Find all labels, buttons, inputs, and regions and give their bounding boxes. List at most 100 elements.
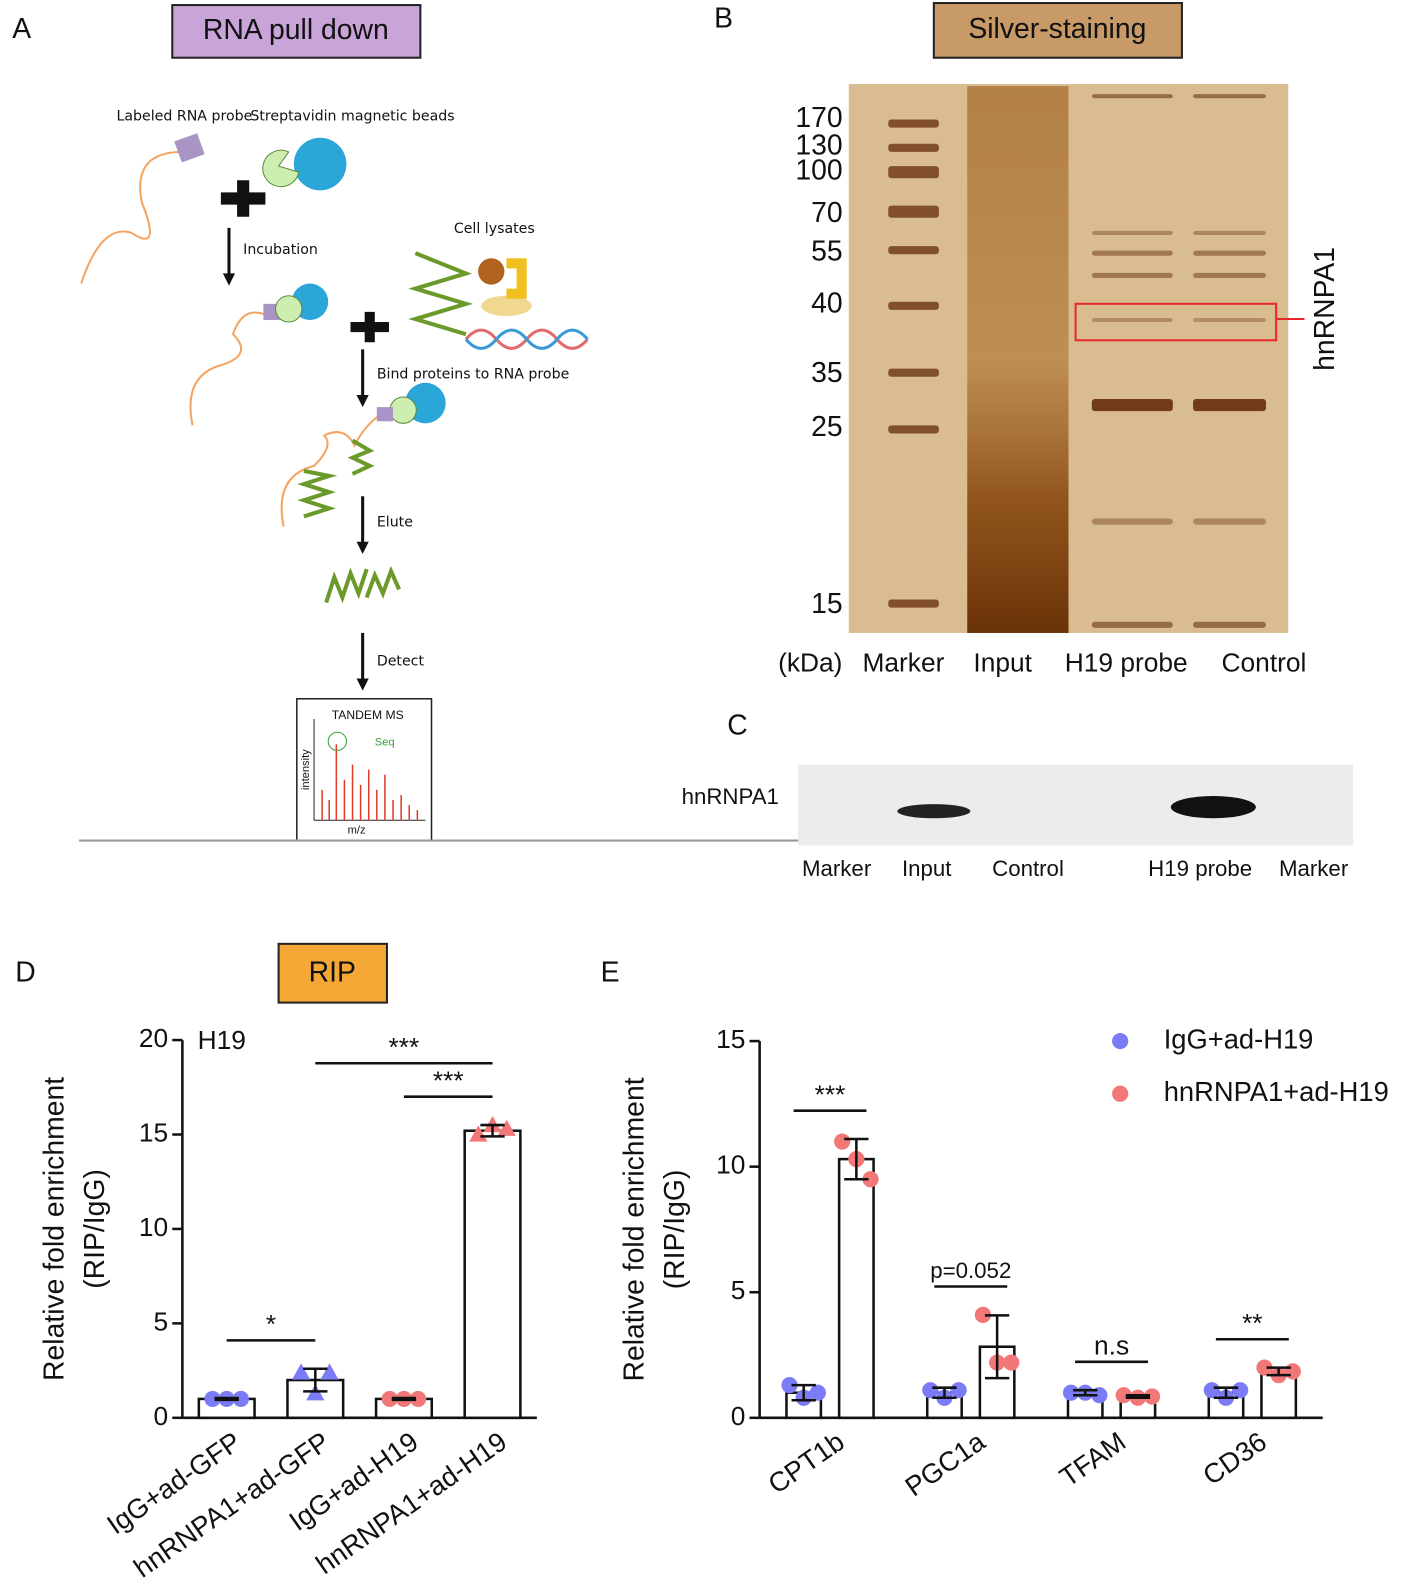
marker-kda: 100 [795, 155, 842, 187]
legend-marker [1112, 1032, 1129, 1050]
lane-label: Input [902, 856, 952, 881]
y-tick-label: 15 [716, 1024, 745, 1054]
lane-band [1193, 621, 1266, 628]
data-point [1232, 1382, 1249, 1399]
data-point [1284, 1363, 1301, 1380]
streptavidin [275, 295, 303, 323]
marker-kda: 70 [811, 197, 843, 229]
ms-seq: Seq [375, 736, 395, 748]
protein [478, 258, 505, 285]
step-label: Cell lysates [454, 221, 535, 237]
marker-band [888, 143, 939, 152]
panel-letter: B [714, 3, 733, 35]
highlight-box [1074, 302, 1278, 342]
error-bar [791, 1383, 816, 1402]
protein-label: hnRNPA1 [682, 784, 779, 809]
lane-label: H19 probe [1065, 647, 1188, 677]
panel-c: C hnRNPA1 Marker Input Control H19 probe… [682, 710, 1354, 881]
protein-helix [347, 438, 375, 476]
data-point [1256, 1359, 1273, 1376]
legend-label: IgG+ad-H19 [1164, 1023, 1314, 1054]
y-axis-label: Relative fold enrichment [38, 1077, 70, 1381]
data-point [1203, 1382, 1220, 1399]
lane-label: Marker [1279, 856, 1349, 881]
chart-subtitle: H19 [198, 1025, 246, 1055]
lane-band [1193, 317, 1266, 323]
error-bar [1213, 1386, 1239, 1399]
lane-band [1193, 518, 1266, 525]
data-point [232, 1390, 249, 1408]
marker-band [888, 119, 939, 128]
significance-label: *** [389, 1032, 420, 1062]
ms-peaks [321, 744, 419, 821]
title-box [171, 4, 422, 59]
title-box [277, 942, 388, 1004]
error-bar [932, 1386, 957, 1399]
error-bar [984, 1314, 1010, 1380]
label-square [174, 133, 205, 163]
data-point [1143, 1388, 1161, 1405]
plus [220, 180, 266, 217]
panel-a: A RNA pull down [12, 4, 849, 842]
band-label: hnRNPA1 [1309, 247, 1341, 371]
lane-label: Marker [862, 647, 944, 677]
label-square [376, 407, 394, 422]
marker-kda: 25 [811, 411, 843, 443]
y-axis-label: (RIP/IgG) [659, 1170, 691, 1290]
step-label: Detect [377, 653, 425, 669]
rna-probe [189, 311, 269, 426]
lane-band [1193, 230, 1266, 235]
significance-label: * [266, 1309, 276, 1339]
blot-band [897, 804, 971, 819]
data-point [497, 1119, 516, 1136]
ms-circle [327, 731, 347, 751]
data-point [834, 1133, 851, 1150]
panel-letter: A [12, 13, 31, 45]
y-tick-label: 0 [731, 1401, 746, 1431]
protein [481, 295, 532, 316]
error-bar [844, 1137, 869, 1181]
protein-helix [297, 468, 338, 519]
title-box [932, 2, 1183, 59]
data-point [974, 1306, 992, 1323]
data-point [409, 1390, 427, 1408]
lane-label: H19 probe [1148, 856, 1252, 881]
blot [798, 764, 1354, 846]
step-label: Elute [377, 515, 413, 531]
lane-label: Control [1222, 647, 1307, 677]
lane-band [1091, 230, 1173, 235]
step-label: Labeled RNA probe [116, 108, 252, 124]
marker-band [888, 368, 939, 377]
protein-helix [324, 567, 369, 604]
x-tick-label: TFAM [1054, 1426, 1131, 1493]
significance-label: n.s [1094, 1331, 1129, 1361]
data-point [320, 1363, 339, 1380]
marker-kda: 130 [795, 129, 842, 161]
ms-ylabel: intensity [300, 749, 312, 790]
y-tick-label: 10 [716, 1150, 745, 1180]
step-label: Incubation [243, 242, 318, 258]
marker-band [888, 599, 939, 608]
plus [350, 311, 389, 343]
lane-band [1193, 399, 1266, 412]
lane-label: Input [973, 647, 1032, 677]
marker-band [888, 301, 939, 310]
lane-band [1091, 94, 1173, 99]
data-point [862, 1171, 879, 1188]
panel-letter: C [727, 710, 747, 742]
data-point [1062, 1384, 1080, 1401]
marker-band [888, 205, 939, 218]
unit-label: (kDa) [778, 647, 842, 677]
protein-helix [364, 565, 401, 599]
data-point [809, 1384, 826, 1401]
lane-band [1091, 272, 1173, 278]
significance-label: ** [1242, 1308, 1263, 1338]
arrowhead [356, 541, 369, 554]
significance-label: p=0.052 [930, 1258, 1011, 1283]
lane-band [1193, 272, 1266, 278]
protein-helix [408, 251, 473, 337]
x-tick-label: PGC1a [899, 1425, 991, 1502]
arrowhead [356, 678, 369, 691]
marker-kda: 40 [811, 287, 843, 319]
